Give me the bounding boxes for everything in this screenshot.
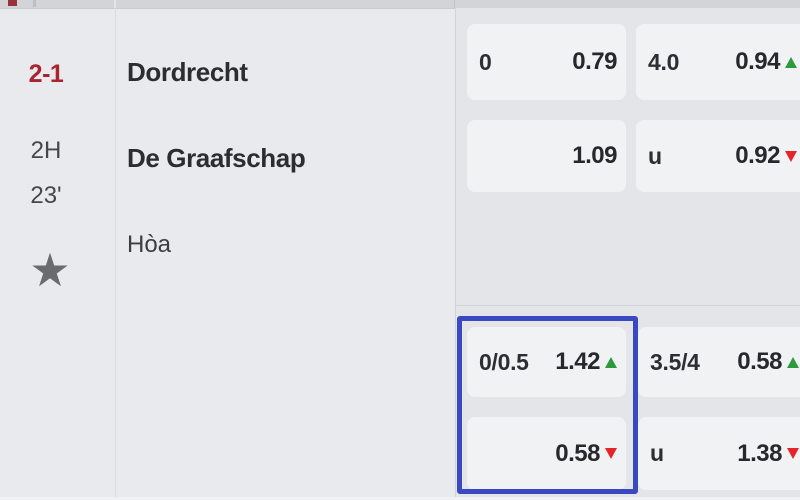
top-bar-separator	[454, 0, 455, 8]
handicap-line: 4.0	[648, 48, 680, 75]
home-team-name[interactable]: Dordrecht	[127, 57, 248, 87]
trend-down-icon	[605, 448, 617, 459]
odds-price: 0.58	[737, 348, 782, 375]
top-gray-tick	[33, 0, 36, 7]
trend-up-icon	[787, 356, 799, 368]
draw-label: Hòa	[127, 231, 172, 258]
match-period: 2H	[30, 137, 62, 164]
handicap-line: u	[648, 142, 662, 169]
handicap-line: 0	[479, 48, 492, 75]
top-red-mark	[8, 0, 17, 6]
price-group: 0.58	[737, 348, 799, 376]
price-group: 0.58	[555, 440, 617, 468]
ou-under-odds-cell[interactable]: u 0.92	[636, 120, 800, 192]
price-group: 1.09	[572, 142, 617, 170]
price-group: 1.42	[555, 348, 617, 376]
trend-down-icon	[787, 448, 799, 459]
market-section-divider	[456, 305, 800, 306]
hdp-home-odds-cell[interactable]: 0 0.79	[467, 24, 626, 100]
odds-price: 0.79	[572, 48, 617, 75]
odds-price: 1.38	[737, 439, 782, 467]
odds-price: 0.94	[735, 48, 780, 75]
hdp2-away-odds-cell[interactable]: 0.58	[467, 417, 626, 490]
price-group: 1.38	[737, 440, 799, 468]
away-team-name[interactable]: De Graafschap	[127, 143, 306, 173]
ou2-under-odds-cell[interactable]: u 1.38	[638, 417, 800, 490]
bottom-strip	[0, 497, 800, 500]
ou2-over-odds-cell[interactable]: 3.5/4 0.58	[638, 327, 800, 397]
teams-column: Dordrecht De Graafschap Hòa	[116, 8, 455, 500]
odds-price: 1.42	[555, 348, 600, 375]
price-group: 0.79	[572, 48, 617, 76]
price-group: 0.94	[735, 48, 797, 76]
trend-down-icon	[785, 150, 797, 162]
match-status-column: 2-1 2H 23' ★	[0, 8, 115, 500]
odds-price: 0.58	[555, 439, 600, 467]
handicap-line: 0/0.5	[479, 348, 529, 375]
odds-price: 0.92	[735, 142, 780, 169]
trend-up-icon	[605, 356, 617, 368]
price-group: 0.92	[735, 142, 797, 170]
odds-price: 1.09	[572, 142, 617, 169]
odds-grid: 0 0.79 4.0 0.94 1.09 u 0.92	[455, 8, 800, 500]
trend-up-icon	[785, 56, 797, 68]
hdp-away-odds-cell[interactable]: 1.09	[467, 120, 626, 192]
column-divider	[115, 8, 116, 500]
match-minute: 23'	[30, 182, 62, 209]
hdp2-home-odds-cell[interactable]: 0/0.5 1.42	[467, 327, 626, 397]
ou-over-odds-cell[interactable]: 4.0 0.94	[636, 24, 800, 100]
handicap-line: 3.5/4	[650, 348, 700, 375]
top-bar-separator	[114, 0, 116, 8]
top-bar	[0, 0, 800, 9]
favorite-star-icon[interactable]: ★	[29, 243, 71, 297]
handicap-line: u	[650, 440, 664, 466]
live-score: 2-1	[28, 60, 64, 88]
